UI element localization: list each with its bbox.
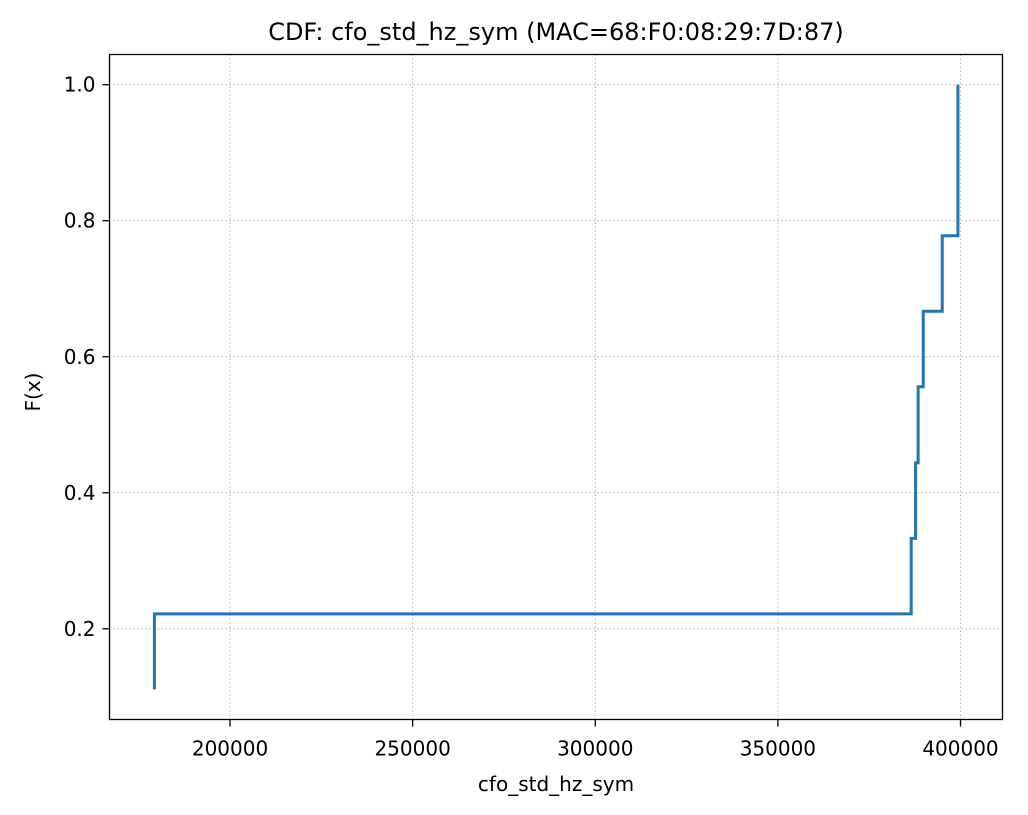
y-tick-label: 0.4 — [64, 481, 96, 505]
chart-title: CDF: cfo_std_hz_sym (MAC=68:F0:08:29:7D:… — [268, 18, 844, 46]
plot-frame — [108, 53, 1004, 721]
x-tick-label: 300000 — [557, 737, 633, 761]
x-tick-label: 400000 — [922, 737, 998, 761]
x-tick-label: 200000 — [192, 737, 268, 761]
y-axis-label: F(x) — [21, 373, 45, 412]
y-axis-ticks: 0.2 0.4 0.6 0.8 1.0 — [64, 73, 110, 641]
x-tick-label: 350000 — [740, 737, 816, 761]
grid-lines — [109, 54, 1003, 720]
y-tick-label: 0.2 — [64, 617, 96, 641]
cdf-series-line — [152, 84, 960, 690]
y-tick-label: 0.8 — [64, 209, 96, 233]
x-tick-label: 250000 — [374, 737, 450, 761]
x-axis-label: cfo_std_hz_sym — [478, 772, 634, 796]
y-tick-label: 1.0 — [64, 73, 96, 97]
y-tick-label: 0.6 — [64, 345, 96, 369]
x-axis-ticks: 200000 250000 300000 350000 400000 — [192, 719, 999, 761]
